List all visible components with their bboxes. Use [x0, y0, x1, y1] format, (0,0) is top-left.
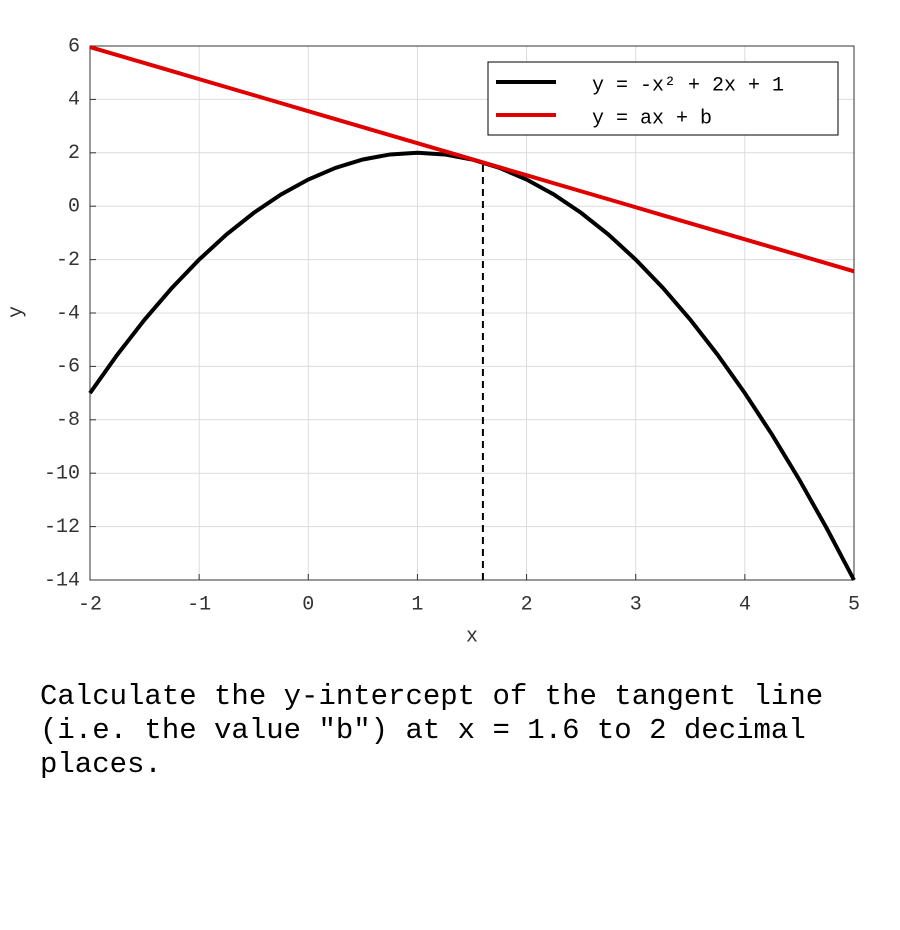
- y-tick-label: 4: [68, 89, 80, 112]
- y-tick-label: -14: [44, 569, 80, 592]
- plot-frame: [89, 45, 855, 581]
- x-tick-label: 0: [302, 593, 314, 616]
- x-tick-label: -1: [187, 593, 211, 616]
- x-tick-label: -2: [78, 593, 102, 616]
- y-tick-label: 0: [68, 195, 80, 218]
- y-tick-label: -10: [44, 462, 80, 485]
- x-tick-label: 3: [630, 593, 642, 616]
- y-tick-label: -8: [56, 409, 80, 432]
- legend-box: [487, 61, 839, 136]
- x-tick-label: 1: [411, 593, 423, 616]
- x-tick-label: 5: [848, 593, 860, 616]
- y-tick-label: -2: [56, 249, 80, 272]
- y-tick-label: -6: [56, 356, 80, 379]
- legend-label: y = ax + b: [592, 107, 712, 130]
- legend-label: y = -x² + 2x + 1: [592, 74, 784, 97]
- question-text: Calculate the y-intercept of the tangent…: [40, 680, 824, 781]
- x-tick-label: 2: [521, 593, 533, 616]
- y-tick-label: 6: [68, 35, 80, 58]
- x-axis-label: x: [466, 625, 478, 648]
- x-tick-label: 4: [739, 593, 751, 616]
- series-line: [89, 45, 855, 274]
- y-tick-label: -12: [44, 516, 80, 539]
- y-tick-label: 2: [68, 142, 80, 165]
- y-tick-label: -4: [56, 302, 80, 325]
- y-axis-label: y: [5, 306, 28, 318]
